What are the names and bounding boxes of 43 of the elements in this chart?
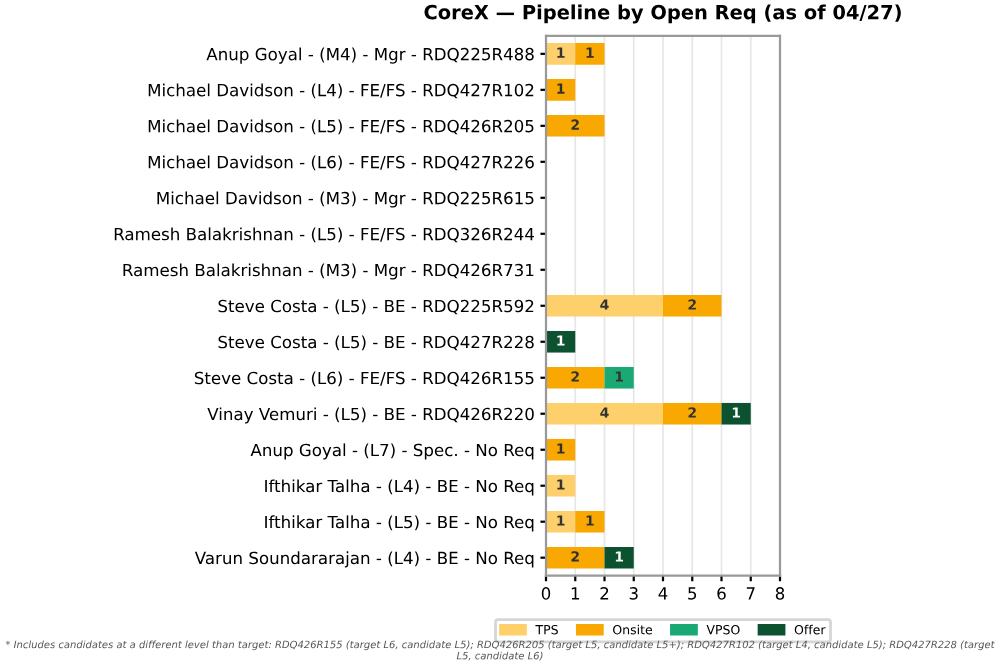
bar bbox=[575, 510, 605, 533]
x-tick-label: 6 bbox=[717, 587, 726, 600]
x-tick-label: 5 bbox=[688, 587, 697, 600]
x-tick-label: 0 bbox=[541, 587, 551, 600]
y-tick-label: Ramesh Balakrishnan - (L5) - FE/FS - RDQ326R244 bbox=[114, 227, 534, 243]
y-tick-label: Anup Goyal - (L7) - Spec. - No Req bbox=[250, 443, 534, 460]
bar bbox=[546, 474, 576, 497]
y-tick-label: Ramesh Balakrishnan - (M3) - Mgr - RDQ426R731 bbox=[123, 263, 534, 280]
y-tick-label: Vinay Vemuri - (L5) - BE - RDQ426R220 bbox=[207, 407, 534, 424]
bar bbox=[546, 510, 576, 533]
y-tick-label: Michael Davidson - (M3) - Mgr - RDQ225R615 bbox=[157, 191, 534, 208]
y-tick-label: Michael Davidson - (L5) - FE/FS - RDQ426R205 bbox=[148, 119, 534, 135]
bar bbox=[546, 438, 576, 461]
y-tick-label: Steve Costa - (L6) - FE/FS - RDQ426R155 bbox=[194, 371, 534, 387]
bar bbox=[604, 366, 634, 389]
bar bbox=[663, 402, 722, 425]
y-tick-label: Michael Davidson - (L6) - FE/FS - RDQ427R226 bbox=[148, 155, 534, 171]
chart-title: CoreX — Pipeline by Open Req (as of 04/27) bbox=[424, 4, 901, 24]
bar bbox=[546, 402, 663, 425]
x-tick-label: 7 bbox=[746, 587, 755, 600]
bar bbox=[546, 43, 576, 65]
x-tick-label: 1 bbox=[571, 587, 580, 600]
y-tick-label: Ifthikar Talha - (L5) - BE - No Req bbox=[265, 515, 534, 532]
bar bbox=[663, 294, 722, 317]
bar bbox=[604, 546, 634, 569]
bar bbox=[721, 402, 751, 425]
x-tick-label: 8 bbox=[775, 587, 785, 600]
bar bbox=[546, 79, 576, 101]
x-tick-label: 3 bbox=[629, 587, 638, 600]
y-tick-label: Steve Costa - (L5) - BE - RDQ225R592 bbox=[218, 299, 534, 315]
y-tick-label: Michael Davidson - (L4) - FE/FS - RDQ427R102 bbox=[148, 83, 534, 99]
y-tick-label: Steve Costa - (L5) - BE - RDQ427R228 bbox=[218, 335, 534, 351]
bar bbox=[575, 43, 605, 65]
bar bbox=[546, 546, 605, 569]
bar bbox=[546, 366, 605, 389]
y-tick-label: Ifthikar Talha - (L4) - BE - No Req bbox=[265, 479, 534, 496]
y-tick-label: Anup Goyal - (M4) - Mgr - RDQ225R488 bbox=[206, 47, 534, 64]
y-tick-label: Varun Soundararajan - (L4) - BE - No Req bbox=[194, 551, 534, 568]
x-tick-label: 2 bbox=[600, 587, 609, 600]
bar bbox=[546, 330, 576, 353]
bar bbox=[546, 115, 605, 137]
bar bbox=[546, 294, 663, 317]
x-tick-label: 4 bbox=[658, 587, 668, 600]
